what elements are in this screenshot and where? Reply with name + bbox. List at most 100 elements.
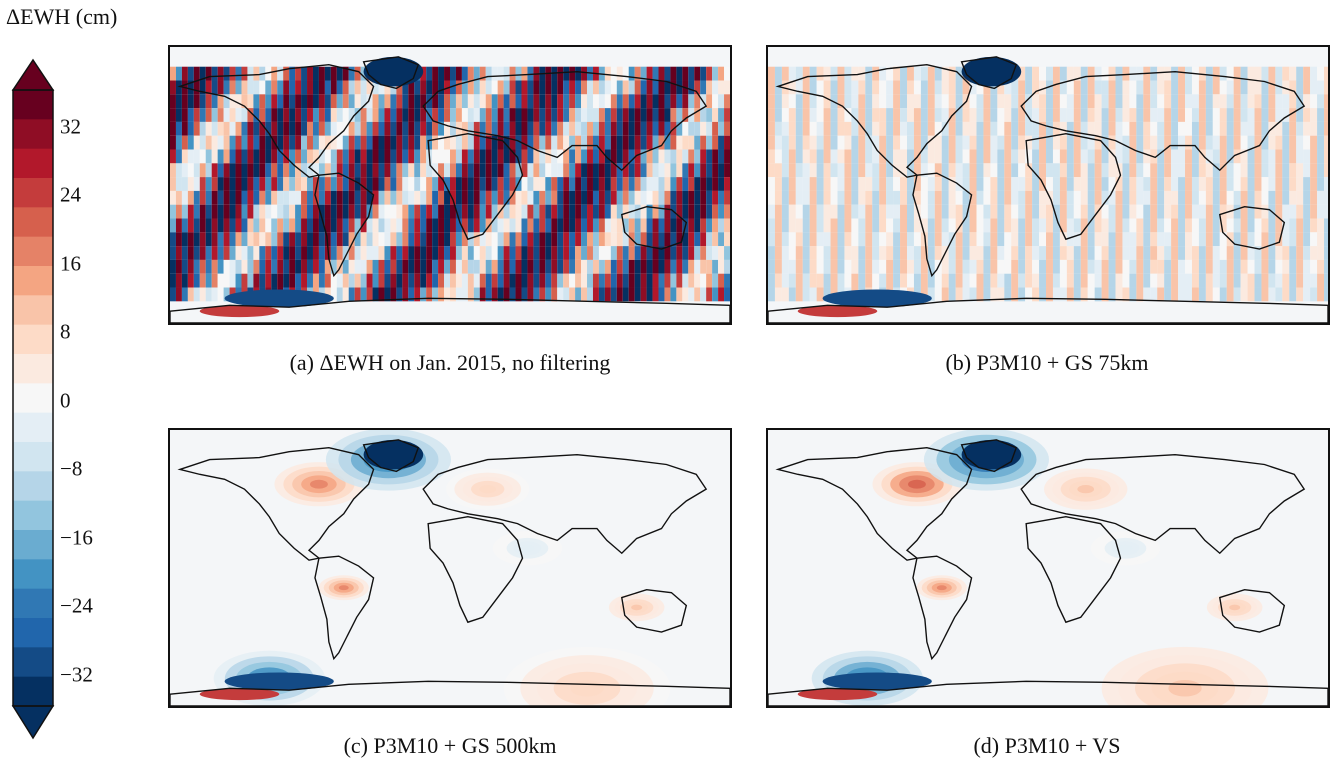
field-cell [283, 204, 290, 219]
field-cell [551, 108, 558, 122]
field-cell [414, 287, 421, 302]
field-cell [223, 66, 230, 81]
field-cell [271, 149, 278, 164]
field-cell [438, 246, 445, 260]
field-cell [802, 287, 810, 302]
field-cell [700, 259, 707, 274]
field-cell [211, 121, 218, 136]
field-cell [563, 287, 570, 302]
field-cell [539, 204, 546, 219]
field-cell [1066, 80, 1074, 95]
field-cell [569, 108, 576, 122]
field-cell [598, 287, 605, 302]
field-cell [1289, 163, 1297, 178]
field-cell [1046, 218, 1053, 233]
caption-d: (d) P3M10 + VS [973, 733, 1121, 758]
field-cell [816, 149, 824, 164]
field-cell [354, 121, 361, 136]
field-cell [900, 259, 908, 274]
field-cell [312, 259, 319, 274]
field-cell [768, 163, 775, 178]
field-cell [1296, 218, 1304, 233]
field-cell [402, 273, 409, 288]
field-cell [539, 287, 546, 302]
field-cell [1032, 273, 1040, 288]
field-cell [688, 163, 695, 178]
field-cell [1178, 287, 1186, 302]
field-cell [1122, 259, 1130, 274]
field-cell [1185, 259, 1192, 274]
field-cell [289, 190, 296, 205]
field-cell [545, 287, 552, 302]
field-cell [175, 204, 182, 219]
field-cell [426, 80, 433, 95]
field-cell [575, 108, 582, 122]
field-cell [366, 108, 373, 122]
field-cell [1150, 246, 1158, 260]
field-cell [628, 108, 635, 122]
field-cell [872, 66, 880, 81]
field-cell [479, 94, 486, 109]
field-cell [700, 218, 707, 233]
field-cell [1254, 121, 1262, 136]
field-cell [1171, 218, 1179, 233]
field-cell [907, 218, 914, 233]
field-cell [664, 190, 671, 205]
field-cell [886, 204, 894, 219]
field-cell [712, 232, 719, 247]
field-cell [1052, 246, 1060, 260]
field-cell [604, 135, 611, 150]
field-cell [432, 218, 439, 233]
field-cell [521, 232, 528, 247]
field-cell [1129, 121, 1137, 136]
field-cell [539, 135, 546, 150]
field-cell [241, 177, 248, 191]
field-cell [795, 149, 803, 164]
field-cell [634, 94, 641, 109]
field-cell [927, 66, 935, 81]
field-cell [342, 204, 349, 219]
field-cell [1059, 163, 1067, 178]
field-cell [354, 273, 361, 288]
field-cell [913, 163, 921, 178]
field-cell [372, 287, 379, 302]
field-cell [479, 108, 486, 122]
field-cell [774, 66, 782, 81]
field-cell [670, 190, 677, 205]
field-cell [545, 190, 552, 205]
field-cell [444, 287, 450, 302]
field-cell [438, 273, 445, 288]
field-cell [768, 149, 775, 164]
field-cell [1185, 190, 1192, 205]
field-cell [1198, 273, 1206, 288]
field-cell [809, 246, 817, 260]
field-cell [1240, 66, 1248, 81]
field-cell [461, 135, 468, 150]
field-cell [569, 149, 576, 164]
field-cell [181, 218, 188, 233]
field-cell [969, 108, 977, 122]
field-cell [438, 204, 445, 219]
field-cell [384, 108, 391, 122]
field-cell [962, 108, 970, 122]
field-cell [879, 135, 887, 150]
field-cell [1052, 163, 1060, 178]
colorbar-tick-labels: 32 24 16 8 0 −8 −16 −24 −32 [60, 0, 130, 763]
field-cell [1178, 163, 1186, 178]
tick-0: 0 [60, 388, 71, 413]
field-cell [640, 190, 647, 205]
field-cell [990, 259, 998, 274]
field-cell [1143, 246, 1151, 260]
field-cell [1324, 66, 1328, 81]
field-cell [604, 287, 611, 302]
field-cell [634, 218, 641, 233]
field-cell [1171, 287, 1179, 302]
field-cell [444, 149, 450, 164]
field-cell [491, 218, 498, 233]
field-cell [455, 204, 462, 219]
field-cell [1122, 204, 1130, 219]
field-cell [1150, 273, 1158, 288]
field-cell [781, 177, 789, 191]
field-cell [844, 135, 852, 150]
field-cell [187, 232, 194, 247]
